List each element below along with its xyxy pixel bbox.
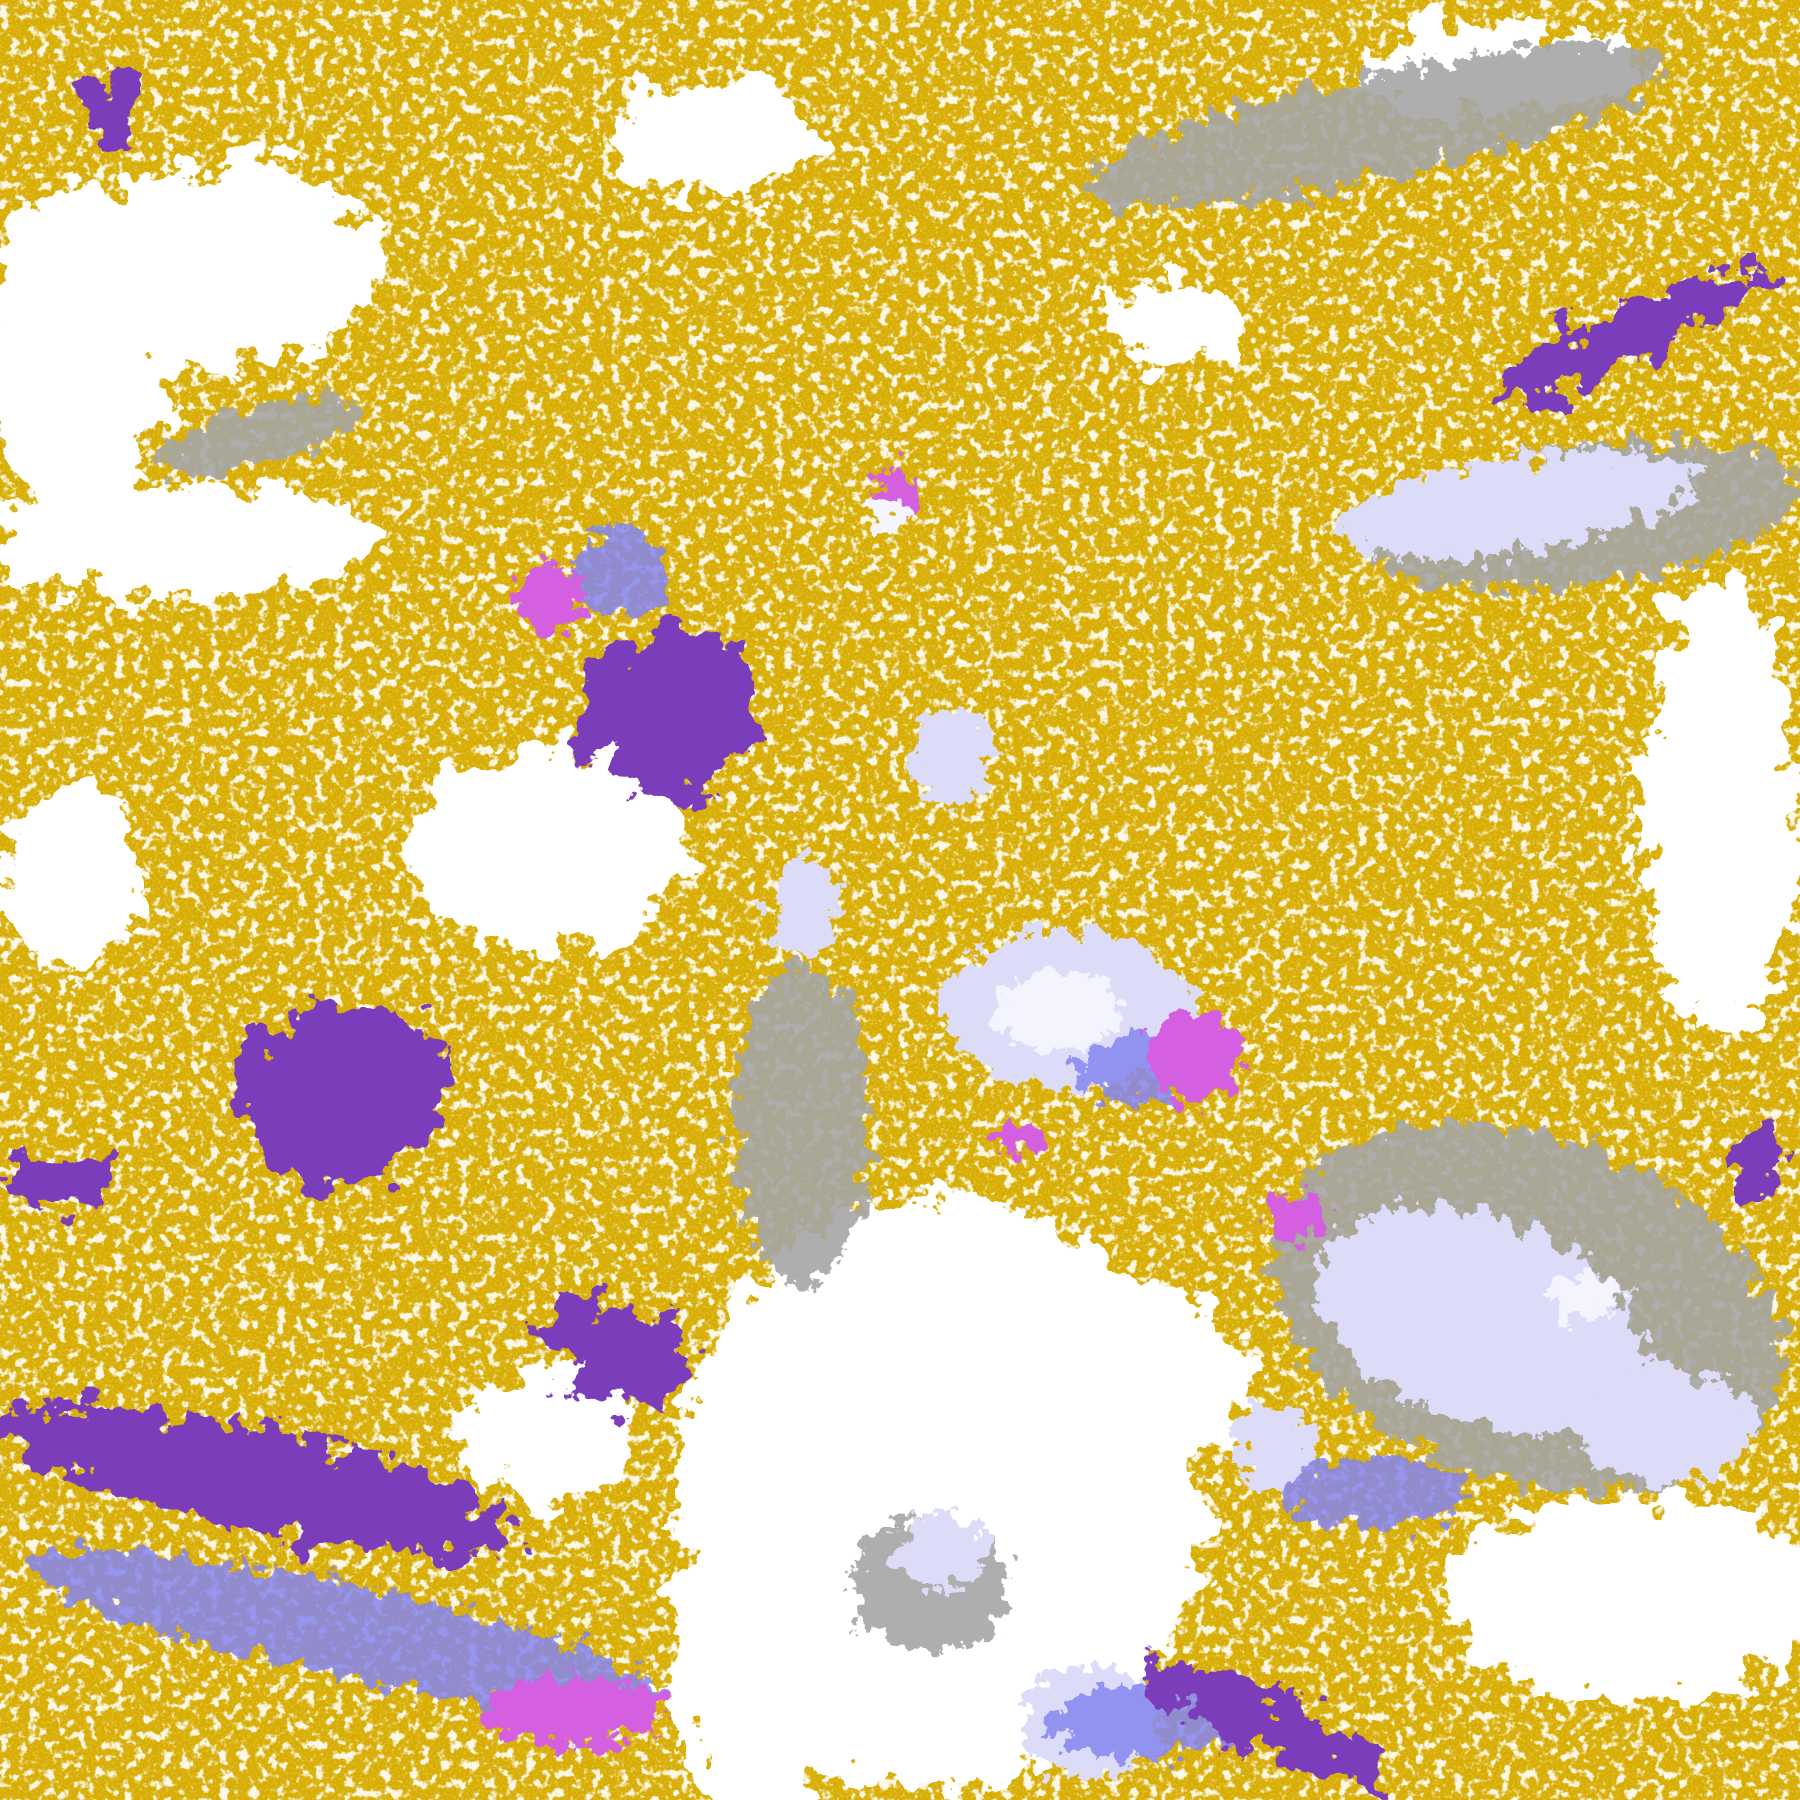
- clear-sky: [0, 22, 1800, 1800]
- periwinkle-cloud: [29, 528, 1470, 1757]
- bright-cloud-core: [872, 499, 1619, 1321]
- purple-cloud: [0, 74, 1791, 1786]
- magenta-cloud: [482, 464, 1326, 1745]
